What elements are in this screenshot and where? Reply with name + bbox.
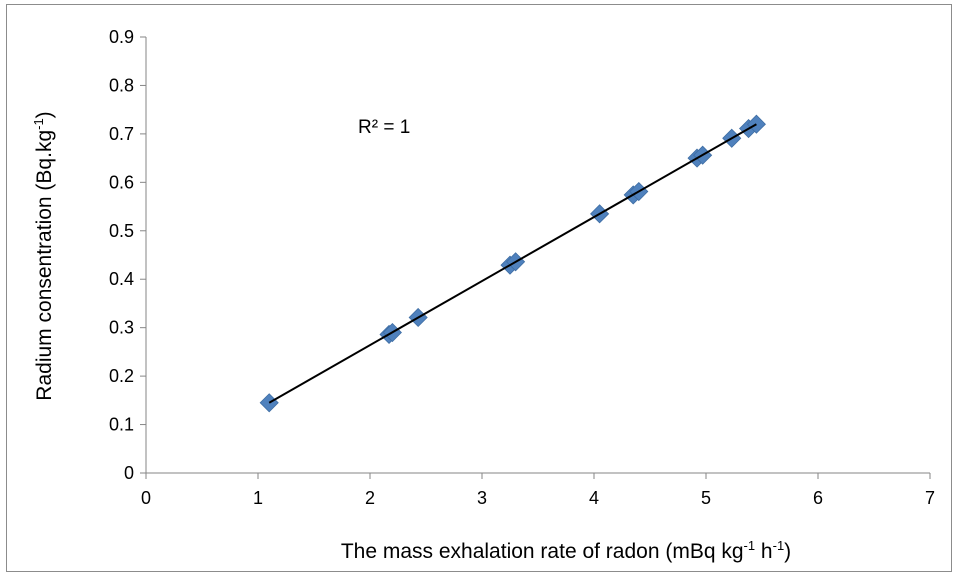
x-tick-label: 2 <box>365 488 375 508</box>
x-axis-title-prefix: The mass exhalation rate of radon (mBq k… <box>341 540 744 563</box>
y-tick-label: 0.3 <box>109 318 134 338</box>
y-tick-label: 0.8 <box>109 75 134 95</box>
y-axis-title-prefix: Radium consentration (Bq.kg <box>33 130 56 401</box>
y-tick-label: 0.6 <box>109 172 134 192</box>
x-tick-label: 0 <box>141 488 151 508</box>
r-squared-annotation: R² = 1 <box>358 117 410 138</box>
y-tick-label: 0.4 <box>109 269 134 289</box>
trendline <box>268 123 757 404</box>
x-tick-label: 5 <box>701 488 711 508</box>
y-tick-label: 0 <box>124 463 134 483</box>
y-axis-title: Radium consentration (Bq.kg-1) <box>31 111 56 400</box>
y-tick-label: 0.1 <box>109 415 134 435</box>
y-axis-title-suffix: ) <box>33 111 56 118</box>
trendline-layer <box>268 123 757 404</box>
x-tick-label: 7 <box>925 488 935 508</box>
x-axis-title-sup1: -1 <box>744 538 756 553</box>
axes <box>140 36 931 479</box>
tick-labels: 0 0.1 0.2 0.3 0.4 0.5 0.6 0.7 0.8 0.9 0 1 2 3 4 5 6 7 <box>109 27 935 508</box>
x-tick-label: 1 <box>253 488 263 508</box>
x-tick-label: 3 <box>477 488 487 508</box>
x-tick-label: 4 <box>589 488 599 508</box>
chart-frame <box>6 4 952 572</box>
x-axis-title: The mass exhalation rate of radon (mBq k… <box>341 538 791 563</box>
x-axis-title-sup2: -1 <box>773 538 785 553</box>
y-tick-label: 0.9 <box>109 27 134 47</box>
x-axis-title-middle: h <box>755 540 773 563</box>
y-tick-label: 0.2 <box>109 366 134 386</box>
x-tick-label: 6 <box>813 488 823 508</box>
y-tick-label: 0.7 <box>109 124 134 144</box>
y-axis-title-sup: -1 <box>31 118 46 130</box>
x-axis-title-suffix: ) <box>784 540 791 563</box>
y-tick-label: 0.5 <box>109 221 134 241</box>
